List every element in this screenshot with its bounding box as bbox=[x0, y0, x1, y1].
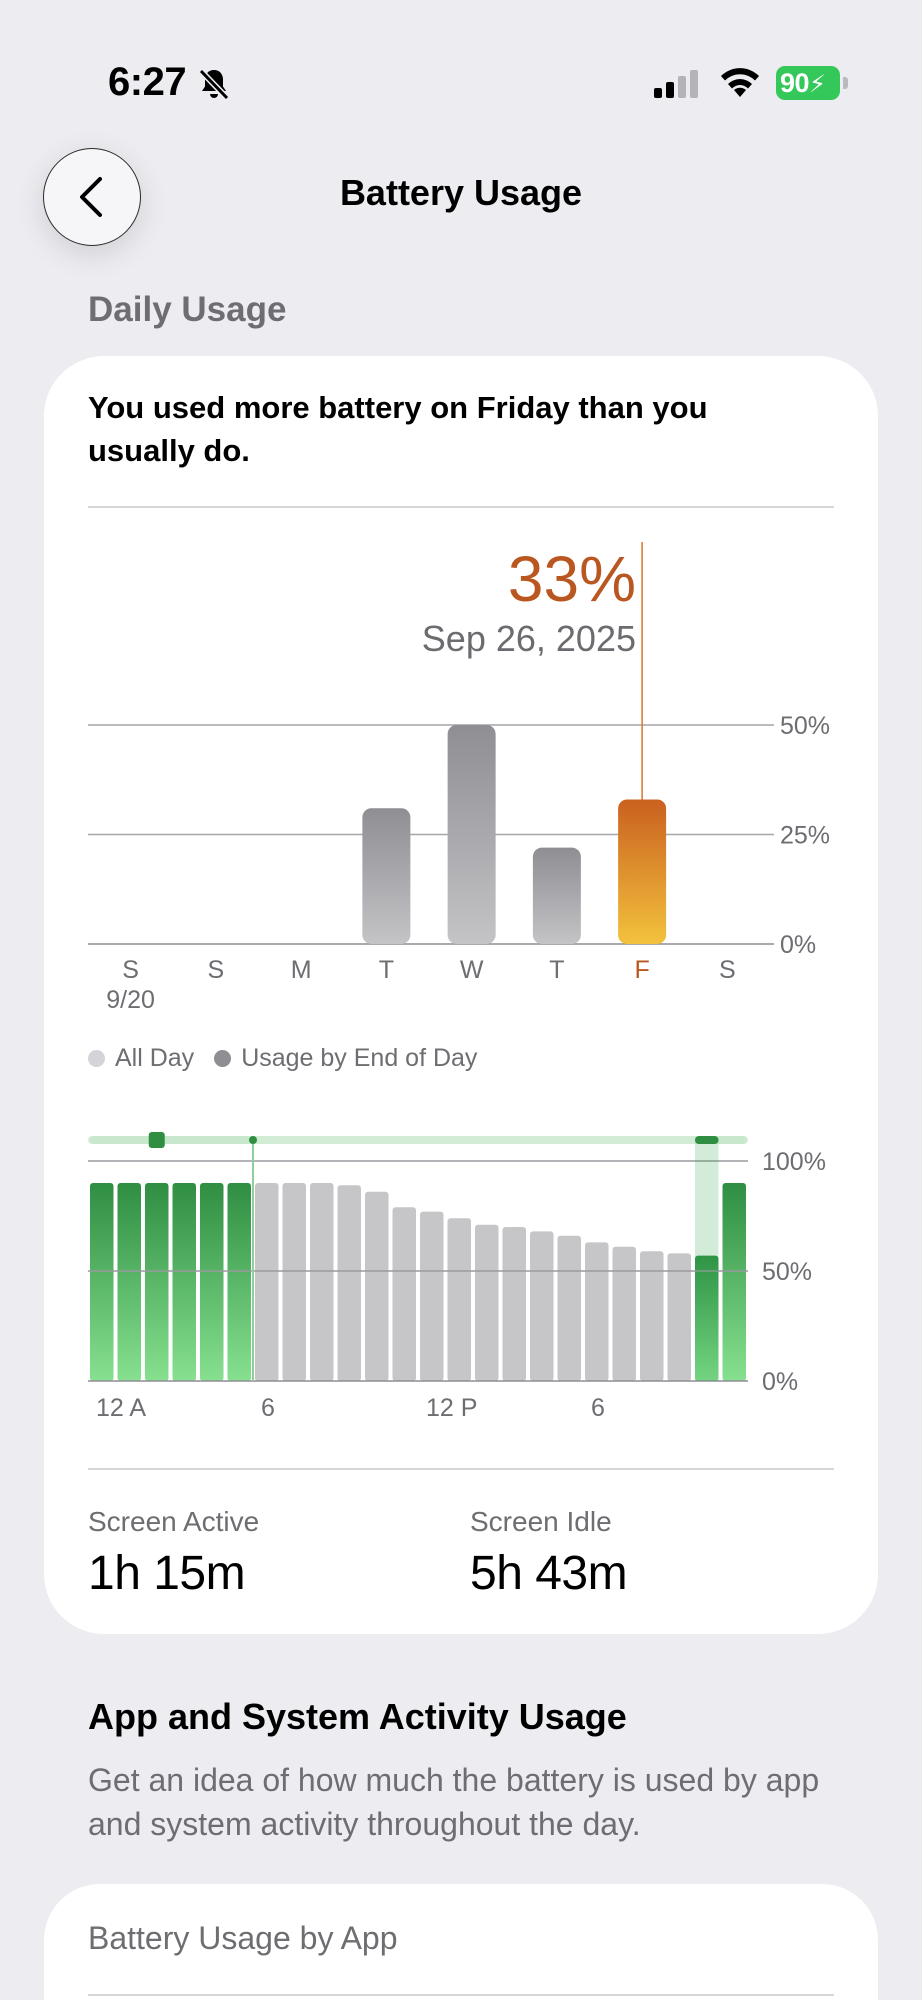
divider bbox=[88, 506, 834, 508]
x-tick-sublabel: 9/20 bbox=[106, 986, 155, 1014]
hour-bar bbox=[612, 1246, 636, 1381]
back-button[interactable] bbox=[43, 148, 141, 246]
day-bar bbox=[362, 808, 411, 944]
hour-bar-charging bbox=[695, 1255, 719, 1381]
x-tick-label: 6 bbox=[591, 1394, 605, 1422]
screen-idle-label: Screen Idle bbox=[470, 1506, 612, 1537]
activity-heading: App and System Activity Usage bbox=[88, 1696, 627, 1737]
legend-dot-end-of-day bbox=[214, 1050, 232, 1067]
screen-active-value: 1h 15m bbox=[88, 1547, 246, 1600]
selected-day-date: Sep 26, 2025 bbox=[421, 618, 636, 659]
hour-bar-charging bbox=[200, 1183, 224, 1381]
hour-bar-charging bbox=[722, 1183, 746, 1381]
hour-bar bbox=[475, 1224, 499, 1381]
daily-usage-card: You used more battery on Friday than you… bbox=[44, 356, 878, 1634]
x-tick-label: S bbox=[719, 956, 736, 984]
charging-marker bbox=[695, 1136, 719, 1144]
hour-bar bbox=[310, 1183, 334, 1381]
hour-bar bbox=[282, 1183, 306, 1381]
hour-bar bbox=[667, 1253, 691, 1381]
status-bar: 6:27 90⚡ bbox=[0, 0, 922, 150]
screen-idle-value: 5h 43m bbox=[470, 1547, 628, 1600]
hour-bar bbox=[585, 1242, 609, 1381]
wifi-icon bbox=[721, 68, 759, 97]
x-tick-label: F bbox=[634, 956, 649, 984]
divider bbox=[88, 1994, 834, 1996]
chevron-left-icon bbox=[80, 177, 102, 217]
hour-bar-charging bbox=[172, 1183, 196, 1381]
y-tick-label: 0% bbox=[780, 931, 816, 959]
y-tick-label: 0% bbox=[762, 1368, 798, 1396]
activity-description: Get an idea of how much the battery is u… bbox=[88, 1762, 820, 1842]
day-bar-selected bbox=[618, 799, 667, 944]
charging-segment bbox=[90, 1136, 251, 1144]
x-tick-label: S bbox=[208, 956, 225, 984]
legend-all-day: All Day bbox=[88, 1044, 194, 1073]
hour-bar bbox=[530, 1231, 554, 1381]
weekly-usage-chart[interactable]: 50%25%0%S9/20S M T W T F S bbox=[44, 356, 878, 1036]
legend-label-end-of-day: Usage by End of Day bbox=[241, 1044, 478, 1072]
hour-bar bbox=[255, 1183, 279, 1381]
legend-dot-all-day bbox=[88, 1050, 105, 1067]
x-tick-label: T bbox=[379, 956, 394, 984]
daily-usage-label: Daily Usage bbox=[88, 290, 287, 329]
charging-end-line bbox=[252, 1140, 254, 1381]
bell-slash-icon bbox=[198, 68, 230, 101]
y-tick-label: 50% bbox=[780, 712, 830, 740]
day-bar bbox=[532, 847, 581, 944]
battery-usage-by-app-title: Battery Usage by App bbox=[88, 1920, 398, 1956]
page-title: Battery Usage bbox=[339, 172, 583, 213]
usage-insight: You used more battery on Friday than you… bbox=[88, 390, 708, 468]
hour-bar-charging bbox=[227, 1183, 251, 1381]
charging-track bbox=[88, 1136, 748, 1144]
hour-bar bbox=[337, 1185, 361, 1381]
cellular-signal-icon bbox=[654, 70, 698, 98]
hour-bar bbox=[365, 1191, 389, 1381]
hour-bar bbox=[447, 1218, 471, 1381]
battery-charging-icon: 90⚡ bbox=[776, 66, 848, 100]
divider bbox=[88, 1468, 834, 1470]
chart-legend: All Day Usage by End of Day bbox=[88, 1044, 497, 1073]
charging-start-marker bbox=[148, 1132, 165, 1148]
status-time: 6:27 bbox=[108, 60, 187, 104]
hour-bar bbox=[420, 1211, 444, 1381]
charging-end-dot bbox=[249, 1136, 257, 1144]
screen-active-label: Screen Active bbox=[88, 1506, 260, 1537]
charging-segment bbox=[695, 1136, 746, 1144]
hour-bar bbox=[640, 1251, 664, 1381]
hour-bar-charging bbox=[145, 1183, 169, 1381]
x-tick-label: 6 bbox=[261, 1394, 275, 1422]
hour-bar bbox=[502, 1227, 526, 1381]
y-tick-label: 50% bbox=[762, 1258, 812, 1286]
hour-bar-charging bbox=[117, 1183, 141, 1381]
hour-bar-charging bbox=[90, 1183, 114, 1381]
hour-bar bbox=[557, 1235, 581, 1381]
battery-usage-by-app-card[interactable]: Battery Usage by App bbox=[44, 1884, 878, 2000]
legend-end-of-day: Usage by End of Day bbox=[214, 1044, 477, 1073]
x-tick-label: 12 A bbox=[96, 1394, 146, 1422]
day-bar bbox=[447, 725, 496, 944]
charging-highlight bbox=[695, 1140, 719, 1381]
y-tick-label: 25% bbox=[780, 822, 830, 850]
battery-level: 90⚡ bbox=[776, 66, 840, 100]
x-tick-label: W bbox=[460, 956, 484, 984]
x-tick-label: T bbox=[549, 956, 564, 984]
x-tick-label: M bbox=[291, 956, 312, 984]
x-tick-label: S bbox=[122, 956, 139, 984]
selected-day-value: 33% bbox=[507, 543, 636, 615]
legend-label-all-day: All Day bbox=[115, 1044, 195, 1072]
y-tick-label: 100% bbox=[762, 1148, 826, 1176]
x-tick-label: 12 P bbox=[426, 1394, 477, 1422]
hour-bar bbox=[392, 1207, 416, 1381]
